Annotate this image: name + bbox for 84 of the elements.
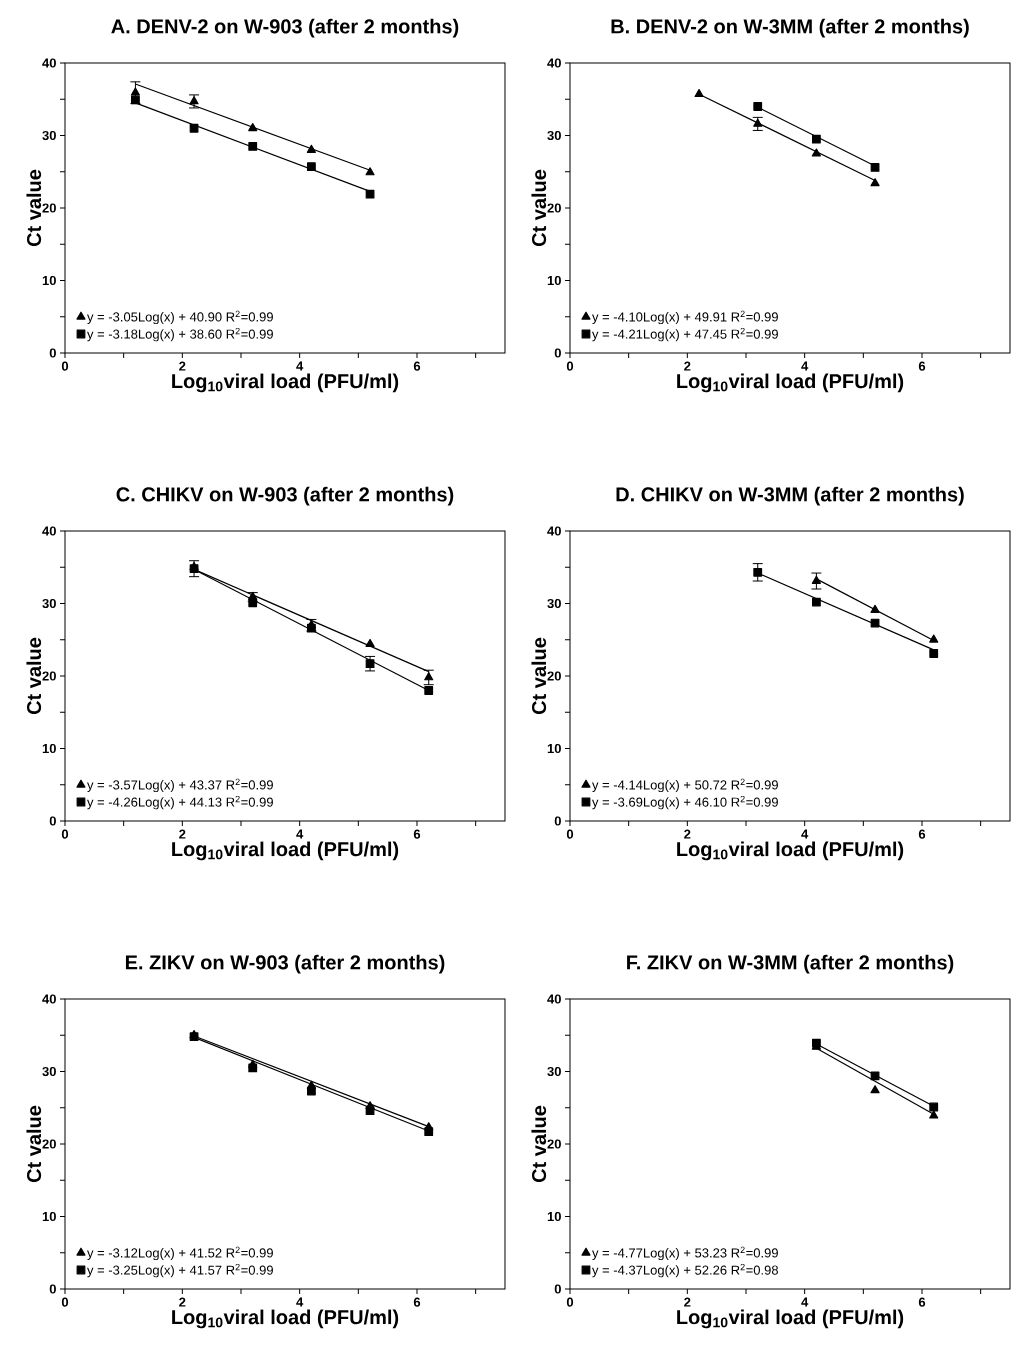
x-tick-label: 4: [801, 829, 809, 839]
x-tick-label: 4: [296, 361, 304, 371]
y-axis-title: Ct value: [531, 637, 547, 715]
legend-label: y = -4.37Log(x) + 52.26 R$^{2}$=0.98: [592, 1263, 778, 1278]
x-axis-title: Log$_{10}$viral load (PFU/ml): [677, 373, 904, 393]
x-axis-title: Log$_{10}$viral load (PFU/ml): [677, 1309, 904, 1329]
y-tick-label: 30: [42, 130, 56, 141]
x-tick-label: 4: [296, 829, 304, 839]
legend-label: y = -4.26Log(x) + 44.13 R$^{2}$=0.99: [87, 795, 273, 810]
y-tick-label: 10: [42, 743, 56, 754]
legend-label: y = -4.21Log(x) + 47.45 R$^{2}$=0.99: [592, 327, 778, 342]
x-tick-label: 6: [918, 361, 926, 371]
x-tick-label: 2: [179, 1297, 186, 1307]
x-tick-label: 6: [413, 829, 421, 839]
legend-label: y = -3.57Log(x) + 43.37 R$^{2}$=0.99: [87, 778, 273, 793]
y-tick-label: 10: [42, 1211, 56, 1222]
y-tick-label: 20: [547, 1139, 561, 1149]
chart-title: C. CHIKV on W-903 (after 2 months): [116, 486, 454, 506]
x-axis-title: Log$_{10}$viral load (PFU/ml): [172, 841, 399, 861]
y-tick-label: 40: [42, 994, 56, 1004]
x-tick-label: 2: [179, 829, 186, 839]
x-tick-label: 2: [684, 361, 691, 371]
y-tick-label: 20: [42, 1139, 56, 1149]
y-axis-title: Ct value: [26, 169, 42, 247]
legend-label: y = -4.14Log(x) + 50.72 R$^{2}$=0.99: [592, 778, 778, 793]
y-tick-label: 10: [547, 743, 561, 754]
y-tick-label: 40: [42, 58, 56, 68]
x-tick-label: 0: [566, 361, 574, 371]
y-tick-label: 0: [554, 816, 561, 826]
y-tick-label: 20: [547, 671, 561, 681]
legend-label: y = -3.69Log(x) + 46.10 R$^{2}$=0.99: [592, 795, 778, 810]
y-tick-label: 10: [547, 1211, 561, 1222]
y-tick-label: 0: [49, 816, 56, 826]
chart-title: F. ZIKV on W-3MM (after 2 months): [627, 954, 954, 974]
x-tick-label: 0: [566, 829, 574, 839]
x-tick-label: 4: [296, 1297, 304, 1307]
x-tick-label: 6: [413, 1297, 421, 1307]
legend-label: y = -3.18Log(x) + 38.60 R$^{2}$=0.99: [87, 327, 273, 342]
legend-label: y = -4.77Log(x) + 53.23 R$^{2}$=0.99: [592, 1246, 778, 1261]
y-tick-label: 40: [42, 526, 56, 536]
x-axis-title: Log$_{10}$viral load (PFU/ml): [172, 1309, 399, 1329]
y-tick-label: 30: [42, 1066, 56, 1077]
x-axis-title: Log$_{10}$viral load (PFU/ml): [172, 373, 399, 393]
x-tick-label: 0: [61, 361, 69, 371]
y-tick-label: 10: [42, 275, 56, 286]
x-tick-label: 6: [918, 829, 926, 839]
y-axis-title: Ct value: [531, 169, 547, 247]
y-tick-label: 0: [49, 348, 56, 358]
y-tick-label: 30: [547, 130, 561, 141]
y-tick-label: 40: [547, 526, 561, 536]
x-tick-label: 2: [684, 829, 691, 839]
y-tick-label: 20: [547, 203, 561, 213]
legend-label: y = -4.10Log(x) + 49.91 R$^{2}$=0.99: [592, 310, 778, 325]
x-tick-label: 2: [179, 361, 186, 371]
chart-title: A. DENV-2 on W-903 (after 2 months): [111, 18, 459, 38]
x-tick-label: 4: [801, 1297, 809, 1307]
chart-title: B. DENV-2 on W-3MM (after 2 months): [611, 18, 969, 38]
x-axis-title: Log$_{10}$viral load (PFU/ml): [677, 841, 904, 861]
legend-label: y = -3.25Log(x) + 41.57 R$^{2}$=0.99: [87, 1263, 273, 1278]
x-tick-label: 0: [61, 829, 69, 839]
x-tick-label: 6: [918, 1297, 926, 1307]
chart-title: D. CHIKV on W-3MM (after 2 months): [616, 486, 964, 506]
x-tick-label: 6: [413, 361, 421, 371]
y-tick-label: 40: [547, 58, 561, 68]
legend-label: y = -3.12Log(x) + 41.52 R$^{2}$=0.99: [87, 1246, 273, 1261]
legend-label: y = -3.05Log(x) + 40.90 R$^{2}$=0.99: [87, 310, 273, 325]
y-axis-title: Ct value: [26, 1105, 42, 1183]
y-tick-label: 20: [42, 203, 56, 213]
x-tick-label: 0: [566, 1297, 574, 1307]
y-axis-title: Ct value: [26, 637, 42, 715]
y-tick-label: 30: [42, 598, 56, 609]
y-tick-label: 40: [547, 994, 561, 1004]
x-tick-label: 2: [684, 1297, 691, 1307]
chart-title: E. ZIKV on W-903 (after 2 months): [125, 954, 445, 974]
x-tick-label: 4: [801, 361, 809, 371]
y-tick-label: 0: [554, 348, 561, 358]
y-tick-label: 30: [547, 598, 561, 609]
y-tick-label: 0: [554, 1284, 561, 1294]
y-tick-label: 0: [49, 1284, 56, 1294]
y-tick-label: 20: [42, 671, 56, 681]
x-tick-label: 0: [61, 1297, 69, 1307]
y-axis-title: Ct value: [531, 1105, 547, 1183]
y-tick-label: 30: [547, 1066, 561, 1077]
y-tick-label: 10: [547, 275, 561, 286]
